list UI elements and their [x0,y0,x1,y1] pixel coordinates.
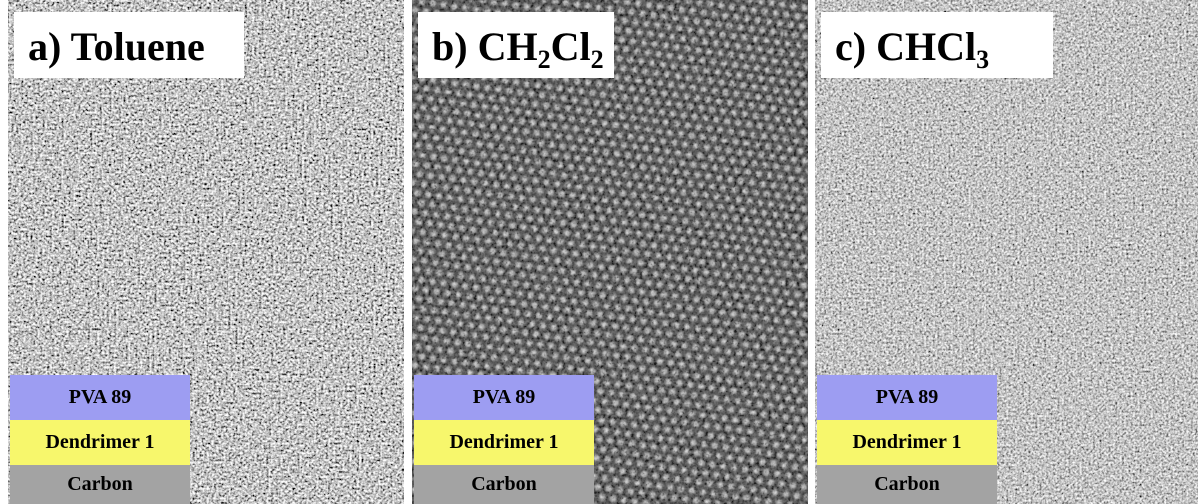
layer-label: PVA 89 [473,386,535,408]
layer-label: Dendrimer 1 [45,431,154,453]
panel-label: b) CH2Cl2 [432,24,604,74]
layer-label: PVA 89 [69,386,131,408]
label-subscript: 3 [976,45,989,74]
image-panel: a) Toluene PVA 89 Dendrimer 1 Carbon [8,0,404,504]
label-text: b) CH [432,24,538,69]
label-subscript: 2 [591,45,604,74]
panel-label: c) CHCl3 [835,24,989,74]
layer-label: Dendrimer 1 [449,431,558,453]
label-subscript: 2 [538,45,551,74]
layer-label: Carbon [471,473,537,495]
image-panel: c) CHCl3 PVA 89 Dendrimer 1 Carbon [815,0,1198,504]
layer-label: PVA 89 [876,386,938,408]
layer-label: Carbon [874,473,940,495]
panel-label: a) Toluene [28,24,205,69]
label-text: c) CHCl [835,24,976,69]
layer-label: Dendrimer 1 [852,431,961,453]
figure: a) ToluenePVA 89Dendrimer 1Carbonb) CH2C… [0,0,1198,504]
layer-label: Carbon [67,473,133,495]
label-text: a) Toluene [28,24,205,69]
label-text: Cl [551,24,591,69]
